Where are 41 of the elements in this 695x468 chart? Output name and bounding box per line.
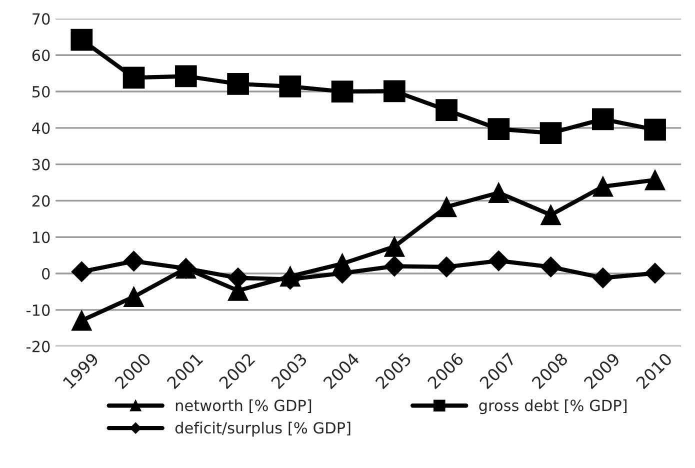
y-tick-label: 40 — [32, 122, 50, 134]
legend-label: networth [% GDP] — [176, 399, 312, 414]
point — [384, 236, 405, 257]
y-tick-label: 50 — [32, 86, 50, 98]
point — [592, 268, 614, 288]
y-tick-label: -20 — [26, 340, 50, 352]
point — [644, 170, 666, 190]
y-tick-label: 60 — [32, 50, 50, 62]
point — [436, 196, 457, 218]
point — [644, 118, 666, 141]
point — [331, 80, 354, 102]
point — [488, 182, 509, 203]
y-tick-label: 10 — [32, 232, 50, 244]
y-tick-label: 20 — [32, 195, 50, 207]
point — [122, 66, 145, 89]
point — [592, 176, 614, 197]
point — [384, 256, 405, 277]
y-tick-label: 30 — [32, 158, 50, 170]
point — [436, 256, 457, 278]
point — [71, 310, 92, 331]
point — [279, 75, 302, 98]
point — [592, 108, 614, 130]
point — [540, 204, 562, 226]
point — [644, 262, 666, 284]
point — [227, 72, 249, 95]
point — [540, 122, 562, 144]
point — [174, 65, 197, 88]
point — [70, 28, 93, 51]
point — [540, 256, 562, 278]
legend-label: deficit/surplus [% GDP] — [175, 422, 350, 437]
point — [123, 250, 144, 272]
point — [488, 118, 510, 140]
legend-label: gross debt [% GDP] — [479, 399, 627, 414]
point — [71, 261, 92, 282]
point — [436, 99, 458, 122]
y-tick-label: -10 — [26, 304, 50, 316]
y-tick-label: 70 — [32, 13, 50, 25]
point — [383, 80, 406, 102]
point — [488, 250, 510, 272]
point — [124, 286, 144, 308]
y-tick-label: 0 — [42, 268, 50, 280]
